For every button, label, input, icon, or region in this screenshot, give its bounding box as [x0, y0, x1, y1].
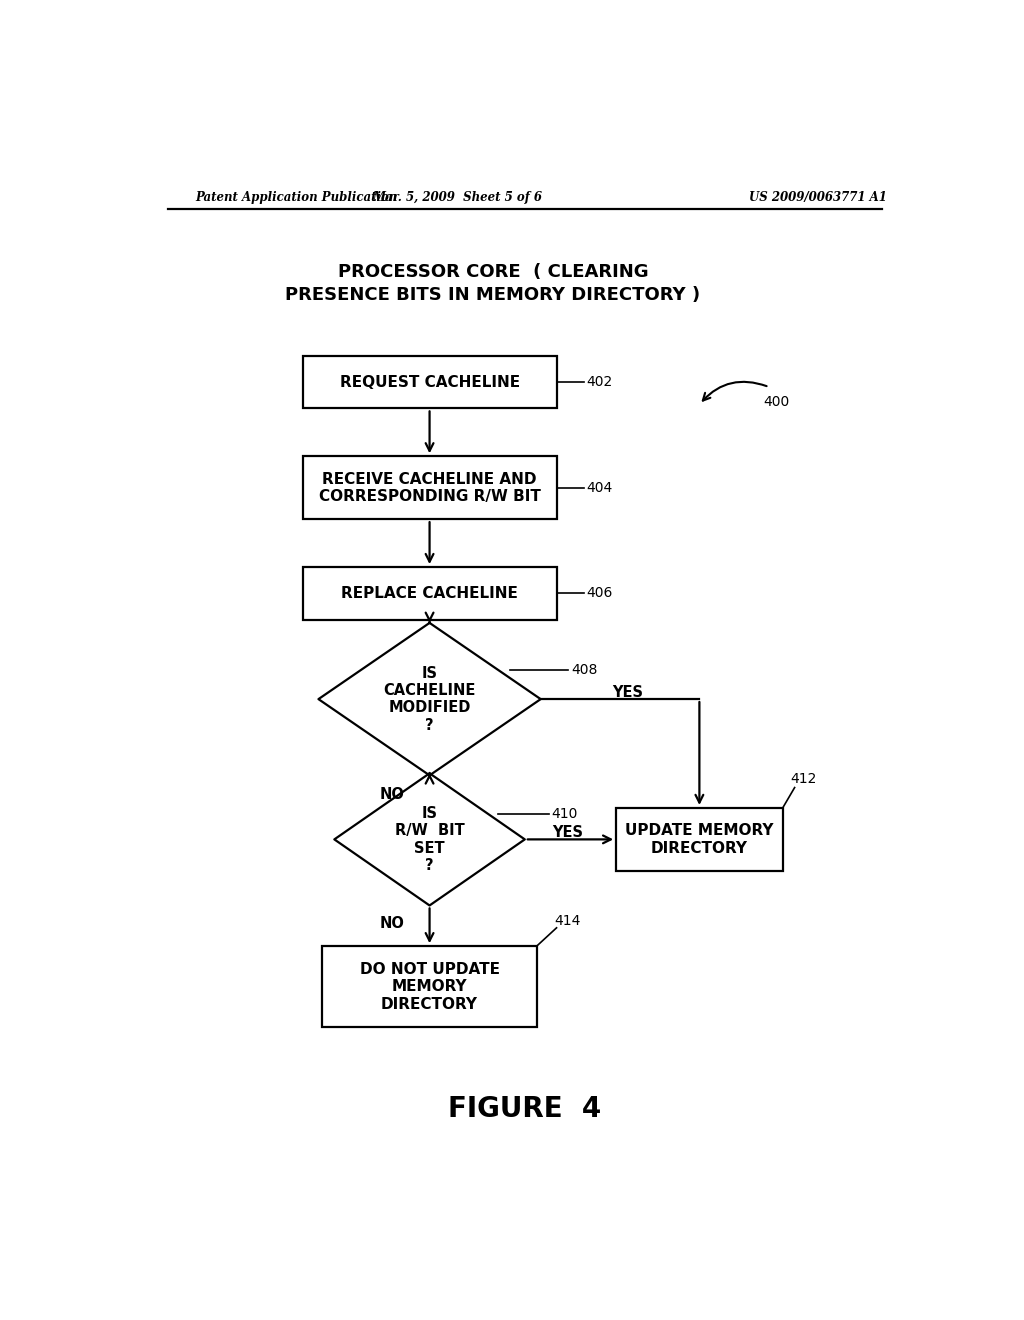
Text: 400: 400	[763, 395, 790, 409]
Text: 402: 402	[587, 375, 613, 389]
Text: 414: 414	[554, 913, 581, 928]
FancyBboxPatch shape	[303, 568, 557, 620]
Text: 408: 408	[570, 663, 597, 677]
Text: REPLACE CACHELINE: REPLACE CACHELINE	[341, 586, 518, 601]
FancyBboxPatch shape	[303, 355, 557, 408]
Text: Mar. 5, 2009  Sheet 5 of 6: Mar. 5, 2009 Sheet 5 of 6	[373, 190, 543, 203]
Text: 412: 412	[791, 772, 817, 787]
Text: PRESENCE BITS IN MEMORY DIRECTORY ): PRESENCE BITS IN MEMORY DIRECTORY )	[286, 285, 700, 304]
Polygon shape	[318, 623, 541, 775]
FancyBboxPatch shape	[616, 808, 782, 871]
Text: IS
CACHELINE
MODIFIED
?: IS CACHELINE MODIFIED ?	[383, 665, 476, 733]
Text: 406: 406	[587, 586, 613, 601]
Text: PROCESSOR CORE  ( CLEARING: PROCESSOR CORE ( CLEARING	[338, 263, 648, 281]
Text: NO: NO	[379, 916, 404, 931]
Text: YES: YES	[612, 685, 643, 700]
Text: FIGURE  4: FIGURE 4	[449, 1094, 601, 1123]
FancyBboxPatch shape	[323, 946, 537, 1027]
Text: 404: 404	[587, 480, 613, 495]
Text: RECEIVE CACHELINE AND
CORRESPONDING R/W BIT: RECEIVE CACHELINE AND CORRESPONDING R/W …	[318, 471, 541, 504]
Text: US 2009/0063771 A1: US 2009/0063771 A1	[750, 190, 888, 203]
Text: YES: YES	[553, 825, 584, 840]
Text: Patent Application Publication: Patent Application Publication	[196, 190, 398, 203]
Text: IS
R/W  BIT
SET
?: IS R/W BIT SET ?	[394, 805, 465, 873]
Text: REQUEST CACHELINE: REQUEST CACHELINE	[340, 375, 519, 389]
Polygon shape	[334, 774, 524, 906]
Text: 410: 410	[551, 808, 578, 821]
Text: NO: NO	[379, 787, 404, 801]
Text: DO NOT UPDATE
MEMORY
DIRECTORY: DO NOT UPDATE MEMORY DIRECTORY	[359, 962, 500, 1011]
Text: UPDATE MEMORY
DIRECTORY: UPDATE MEMORY DIRECTORY	[625, 824, 774, 855]
FancyBboxPatch shape	[303, 457, 557, 519]
